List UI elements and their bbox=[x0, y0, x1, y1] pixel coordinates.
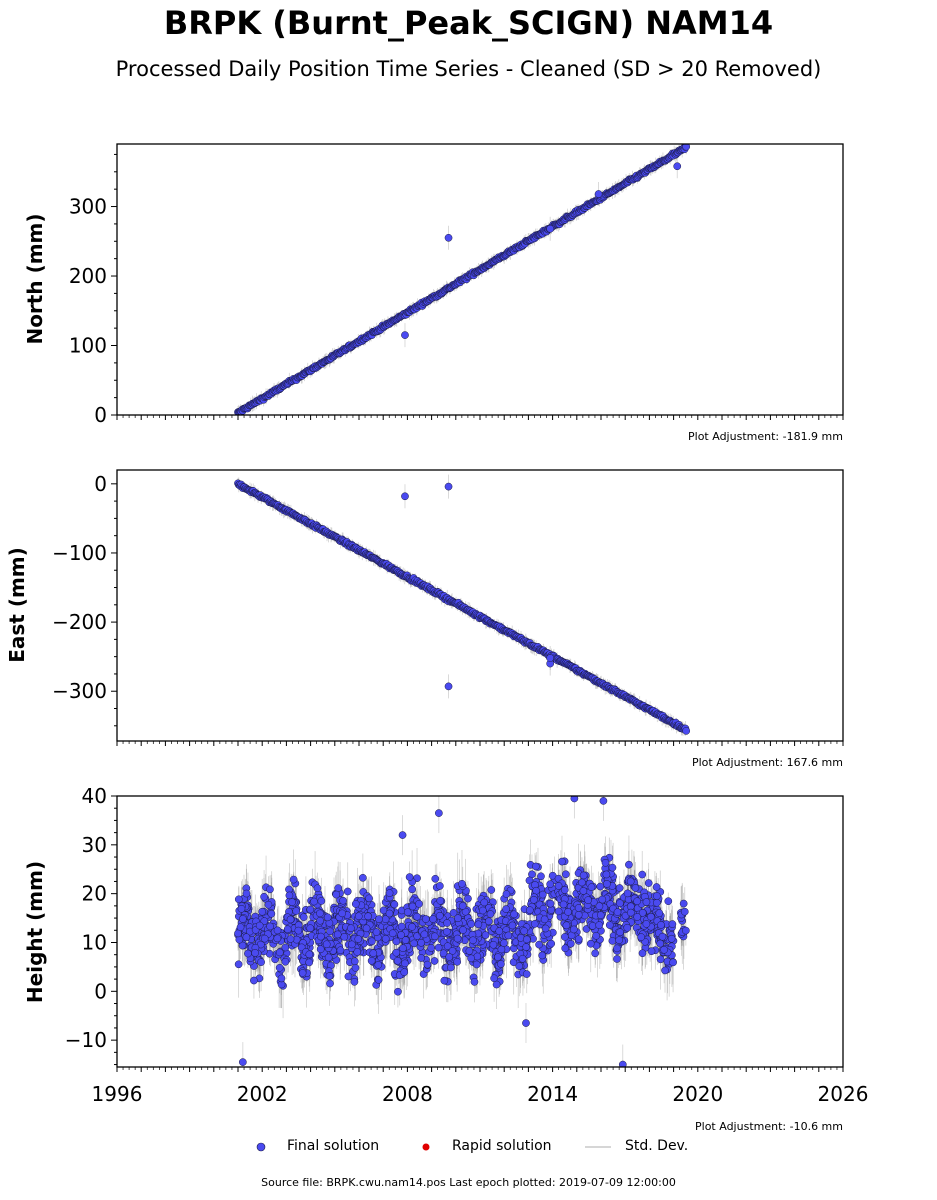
height-point bbox=[394, 987, 402, 996]
east-y-tick-label: −300 bbox=[52, 679, 107, 703]
height-point bbox=[408, 885, 417, 894]
east-x-ticks bbox=[116, 741, 844, 746]
height-point bbox=[502, 890, 511, 898]
height-point bbox=[638, 870, 647, 879]
east-y-ticks: −300 −200 −100 0 bbox=[52, 472, 117, 727]
north-y-tick-label: 100 bbox=[69, 334, 107, 358]
north-panel: 0 100 200 300 North (mm) Plot Adjustment: -… bbox=[23, 143, 844, 443]
east-panel: −300 −200 −100 0 East (mm) Plot Adjustment:… bbox=[5, 469, 844, 769]
north-x-ticks bbox=[116, 415, 844, 420]
height-point bbox=[299, 913, 308, 921]
east-point bbox=[401, 492, 409, 501]
height-point bbox=[647, 947, 656, 956]
north-point bbox=[444, 233, 453, 242]
east-y-tick-label: −100 bbox=[52, 541, 107, 565]
north-y-tick-label: 0 bbox=[94, 403, 107, 427]
east-point bbox=[444, 482, 453, 491]
east-ylabel: East (mm) bbox=[5, 547, 29, 663]
chart-title: BRPK (Burnt_Peak_SCIGN) NAM14 bbox=[163, 4, 774, 42]
east-y-tick-label: 0 bbox=[94, 472, 107, 496]
north-ylabel: North (mm) bbox=[23, 213, 47, 344]
height-point bbox=[535, 940, 543, 949]
east-frame bbox=[116, 469, 844, 742]
east-point bbox=[444, 682, 453, 691]
height-point bbox=[260, 892, 268, 901]
chart-subtitle: Processed Daily Position Time Series - C… bbox=[115, 57, 822, 81]
height-point bbox=[281, 957, 290, 966]
north-point bbox=[401, 331, 409, 339]
north-point bbox=[594, 190, 603, 198]
east-point bbox=[682, 727, 691, 735]
height-point bbox=[238, 941, 247, 950]
height-point bbox=[281, 943, 290, 952]
height-point bbox=[285, 891, 294, 900]
height-point bbox=[359, 873, 367, 882]
north-y-ticks: 0 100 200 300 bbox=[69, 153, 117, 427]
north-points bbox=[234, 144, 691, 415]
height-point bbox=[613, 955, 621, 963]
height-point bbox=[326, 979, 334, 988]
height-point bbox=[365, 894, 373, 903]
north-point bbox=[682, 144, 691, 151]
east-points bbox=[234, 479, 691, 735]
north-adjustment: Plot Adjustment: -181.9 mm bbox=[688, 430, 843, 443]
height-points bbox=[234, 796, 690, 1067]
north-y-tick-label: 200 bbox=[69, 264, 107, 288]
east-point bbox=[546, 654, 555, 662]
east-y-tick-label: −200 bbox=[52, 610, 107, 634]
north-y-tick-label: 300 bbox=[69, 195, 107, 219]
height-point bbox=[596, 882, 605, 891]
north-point bbox=[546, 224, 555, 233]
north-point bbox=[673, 162, 682, 171]
north-frame bbox=[116, 143, 844, 416]
height-point bbox=[431, 874, 440, 883]
east-adjustment: Plot Adjustment: 167.6 mm bbox=[692, 756, 843, 769]
height-point bbox=[464, 894, 472, 903]
height-point bbox=[537, 872, 545, 881]
